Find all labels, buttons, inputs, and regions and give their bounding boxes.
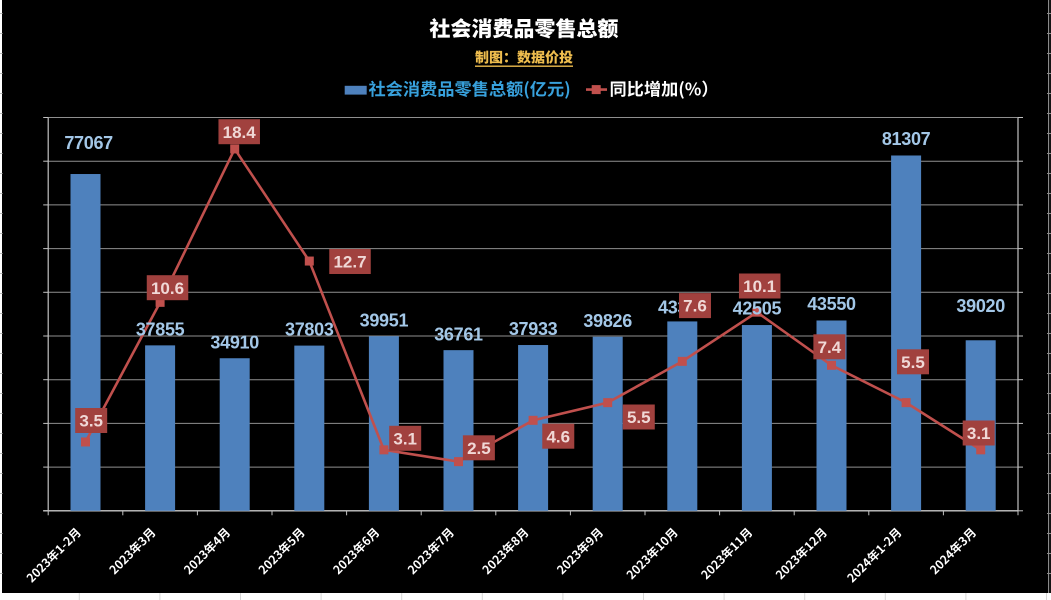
svg-text:3.1: 3.1	[967, 424, 991, 443]
svg-text:10.1: 10.1	[743, 277, 776, 296]
svg-text:36761: 36761	[434, 324, 483, 344]
svg-text:7.6: 7.6	[683, 297, 707, 316]
svg-text:12.7: 12.7	[333, 253, 366, 272]
svg-text:39826: 39826	[583, 311, 632, 331]
svg-text:42505: 42505	[733, 298, 782, 318]
svg-text:34910: 34910	[210, 332, 259, 352]
svg-text:43550: 43550	[807, 294, 856, 314]
svg-text:10.6: 10.6	[151, 279, 184, 298]
svg-text:77067: 77067	[64, 133, 113, 153]
svg-text:3.1: 3.1	[393, 429, 417, 448]
svg-text:81307: 81307	[882, 129, 931, 149]
svg-text:3.5: 3.5	[79, 412, 103, 431]
svg-text:4.6: 4.6	[546, 427, 570, 446]
svg-text:2.5: 2.5	[467, 439, 491, 458]
svg-text:7.4: 7.4	[818, 338, 842, 357]
svg-text:37855: 37855	[136, 320, 185, 340]
svg-text:5.5: 5.5	[627, 408, 651, 427]
svg-text:39951: 39951	[360, 310, 409, 330]
svg-text:37803: 37803	[285, 320, 334, 340]
svg-text:39020: 39020	[956, 296, 1005, 316]
svg-text:18.4: 18.4	[223, 123, 257, 142]
svg-text:37933: 37933	[509, 319, 558, 339]
svg-text:5.5: 5.5	[901, 353, 925, 372]
